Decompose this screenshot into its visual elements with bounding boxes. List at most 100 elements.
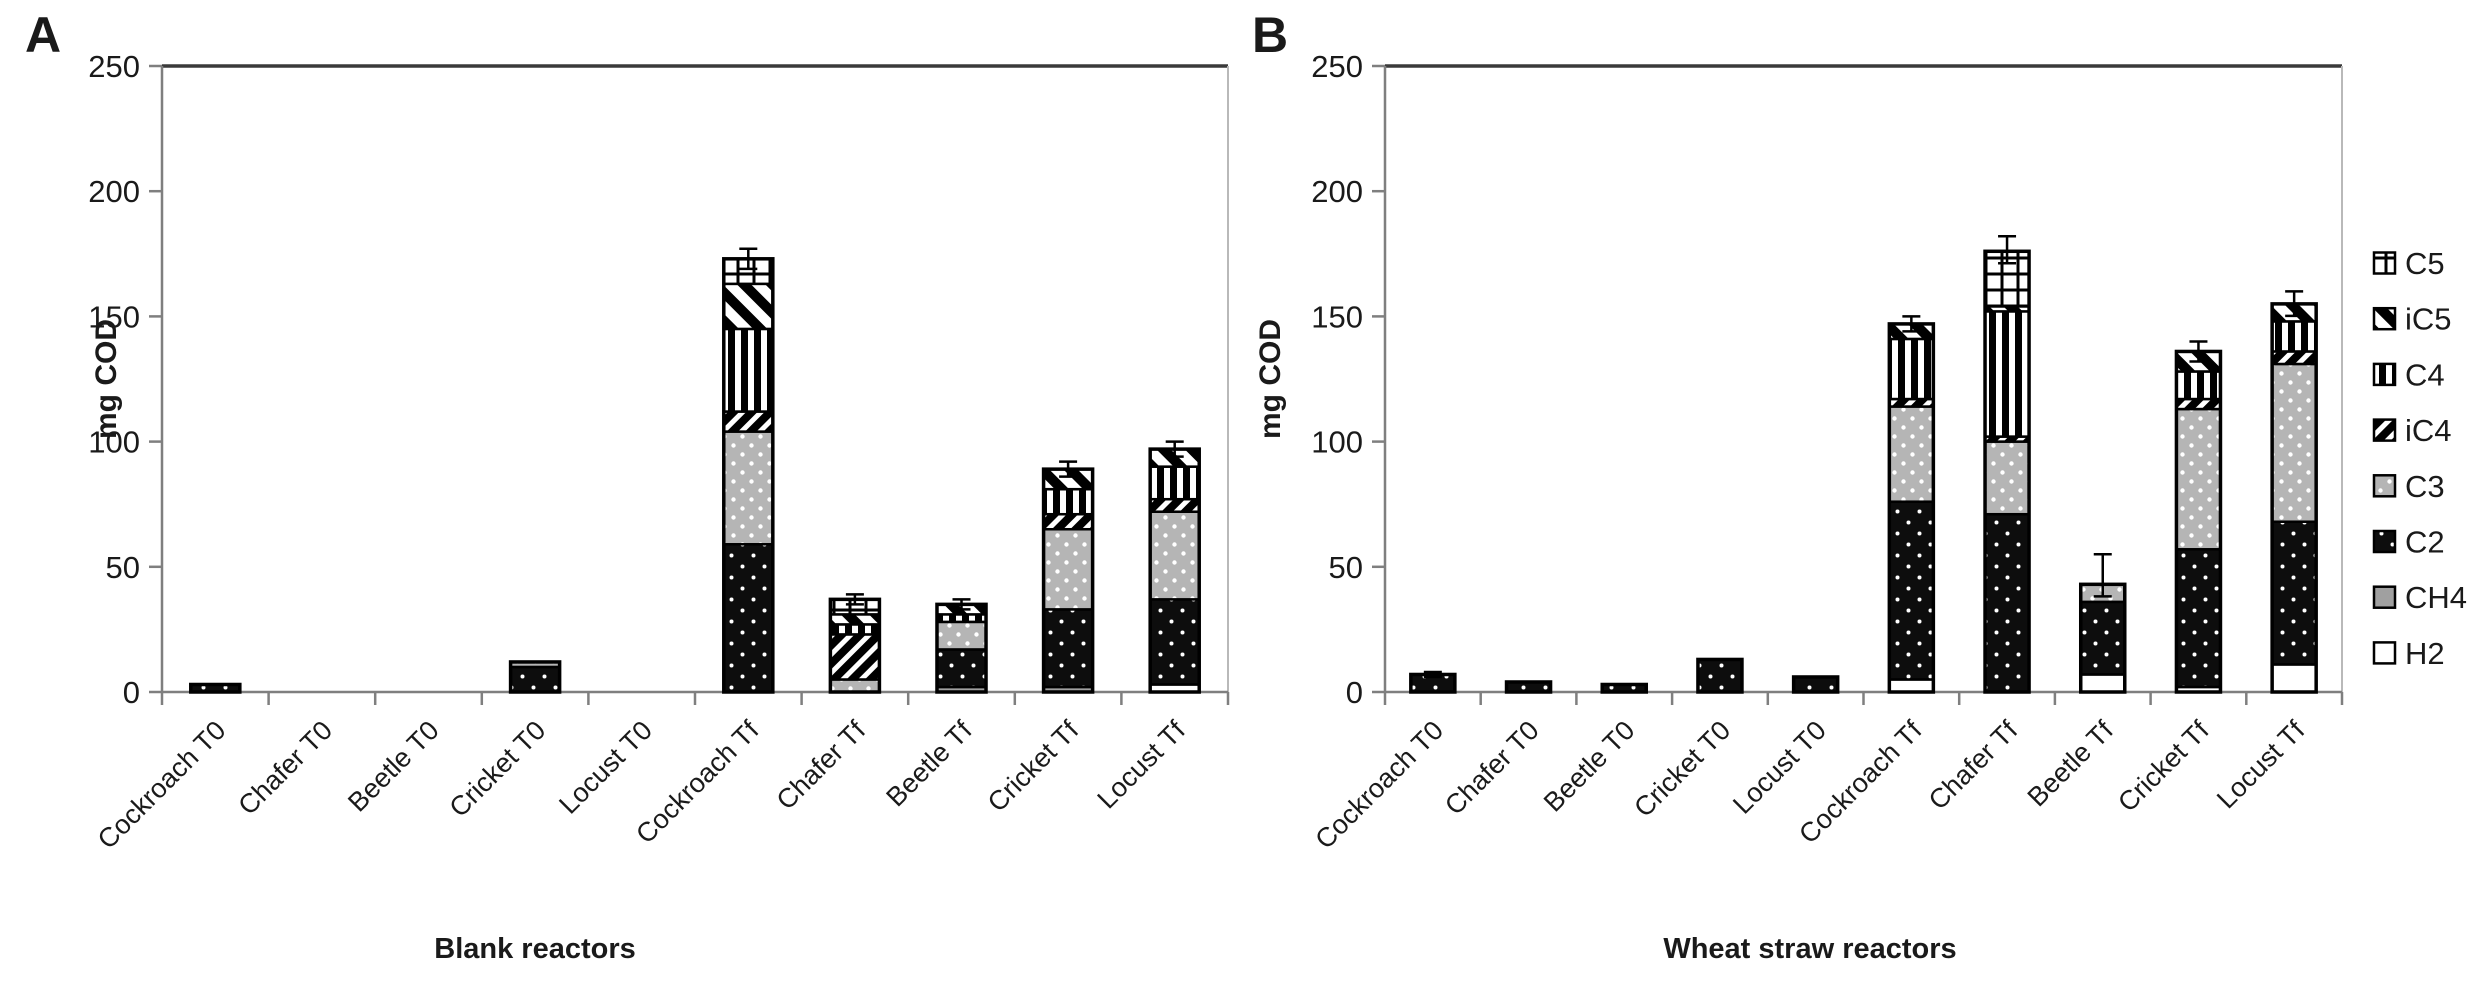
- bar-segment-iC5: [722, 282, 775, 331]
- panel-letter: B: [1252, 7, 1288, 63]
- bar-outline: [1791, 675, 1840, 694]
- bar-cricket-tf: [1041, 460, 1095, 694]
- bar-segment-C2: [1148, 598, 1201, 686]
- y-tick-label: 200: [88, 174, 140, 209]
- legend-label-C5: C5: [2405, 246, 2445, 281]
- bar-segment-H2: [2270, 663, 2318, 694]
- bar-segment-C2: [1888, 500, 1935, 681]
- bar-segment-C3: [935, 620, 988, 651]
- bar-segment-C2: [1983, 512, 2031, 694]
- bar-segment-C2: [2175, 548, 2222, 689]
- bar-segment-C4: [2270, 320, 2318, 353]
- legend-label-H2: H2: [2405, 636, 2445, 671]
- bar-segment-C3: [1042, 527, 1094, 611]
- legend-swatch-C4: [2372, 362, 2397, 387]
- bar-segment-iC4: [722, 410, 775, 433]
- bar-outline: [189, 682, 242, 694]
- y-axis-title: mg COD: [90, 319, 123, 439]
- bar-segment-C3: [2270, 362, 2318, 523]
- bar-segment-C4: [1888, 337, 1935, 401]
- x-category-label: Cricket Tf: [2112, 715, 2215, 818]
- bar-segment-iC4: [1148, 497, 1201, 513]
- x-category-label: Cockroach T0: [1309, 715, 1449, 855]
- x-category-label: Cricket Tf: [982, 715, 1085, 818]
- bar-segment-iC4: [829, 633, 881, 681]
- y-axis-title: mg COD: [1254, 319, 1287, 439]
- legend-label-iC4: iC4: [2405, 413, 2452, 448]
- bar-chafer-tf: [828, 593, 882, 694]
- bar-segment-C2: [935, 648, 988, 689]
- legend-swatch-CH4: [2372, 585, 2397, 609]
- bar-chafer-tf: [1983, 235, 2031, 694]
- legend-label-C2: C2: [2405, 525, 2445, 560]
- bar-segment-C3: [2175, 407, 2222, 551]
- x-category-label: Cricket T0: [1628, 715, 1736, 823]
- bar-segment-C3: [722, 430, 775, 546]
- x-category-label: Locust Tf: [1092, 715, 1192, 815]
- y-tick-label: 50: [106, 550, 140, 585]
- legend-label-CH4: CH4: [2405, 580, 2467, 615]
- bar-beetle-t0: [1600, 682, 1649, 694]
- bar-cockroach-t0: [1409, 670, 1457, 694]
- bar-segment-C2: [1792, 675, 1839, 694]
- y-tick-label: 0: [1346, 675, 1363, 710]
- x-category-label: Locust Tf: [2211, 715, 2311, 815]
- bar-outline: [508, 660, 562, 694]
- bar-segment-C3: [1888, 405, 1935, 503]
- bar-segment-C4: [1148, 465, 1201, 501]
- x-category-label: Cockroach T0: [92, 715, 232, 855]
- x-category-label: Cricket T0: [443, 715, 551, 823]
- bar-beetle-tf: [2078, 553, 2127, 694]
- bar-segment-C2: [722, 543, 775, 694]
- x-axis-title: Wheat straw reactors: [1663, 933, 1956, 965]
- bar-segment-H2: [1888, 678, 1935, 694]
- legend-swatch-iC4: [2372, 418, 2397, 442]
- x-category-label: Beetle T0: [1538, 715, 1641, 818]
- panel-letter: A: [25, 7, 61, 63]
- y-tick-label: 250: [88, 49, 140, 84]
- x-category-label: Beetle Tf: [880, 715, 978, 813]
- y-tick-label: 250: [1311, 49, 1363, 84]
- x-category-label: Chafer T0: [1439, 715, 1545, 821]
- x-category-label: Chafer Tf: [771, 715, 872, 816]
- bar-locust-tf: [1148, 440, 1201, 694]
- bar-locust-t0: [1791, 675, 1840, 694]
- bar-segment-C4: [722, 327, 775, 413]
- x-category-label: Locust T0: [553, 715, 658, 820]
- legend-label-C4: C4: [2405, 357, 2445, 392]
- bar-segment-C2: [509, 665, 561, 694]
- bar-segment-iC5: [829, 613, 881, 626]
- bar-cricket-tf: [2174, 340, 2223, 694]
- bar-segment-iC4: [2270, 350, 2318, 366]
- y-tick-label: 100: [1311, 425, 1363, 460]
- legend-swatch-iC5: [2372, 306, 2397, 331]
- bar-segment-C4: [829, 623, 881, 636]
- bar-segment-C2: [1042, 608, 1094, 689]
- legend-label-C3: C3: [2405, 469, 2445, 504]
- bar-segment-C3: [1983, 440, 2031, 516]
- bar-segment-C2: [2270, 520, 2318, 666]
- x-category-label: Beetle Tf: [2022, 715, 2120, 813]
- x-category-label: Chafer Tf: [1923, 715, 2024, 816]
- legend-swatch-C5: [2372, 251, 2397, 275]
- y-tick-label: 200: [1311, 174, 1363, 209]
- legend-swatch-C3: [2372, 474, 2397, 498]
- bar-segment-H2: [2079, 673, 2127, 694]
- y-tick-label: 0: [123, 675, 140, 710]
- legend-swatch-C2: [2372, 529, 2397, 554]
- legend: C5 iC5 C4 iC4 C3 C2 CH4 H2: [2372, 246, 2467, 671]
- bar-cricket-t0: [508, 660, 562, 694]
- bar-outline: [1504, 680, 1553, 694]
- bar-segment-C3: [829, 678, 881, 694]
- bar-cockroach-tf: [722, 247, 775, 694]
- bar-outline: [1600, 682, 1649, 694]
- bar-chafer-t0: [1504, 680, 1553, 694]
- x-category-label: Beetle T0: [342, 715, 445, 818]
- bar-segment-iC4: [1042, 512, 1094, 531]
- bar-segment-C4: [2175, 370, 2222, 401]
